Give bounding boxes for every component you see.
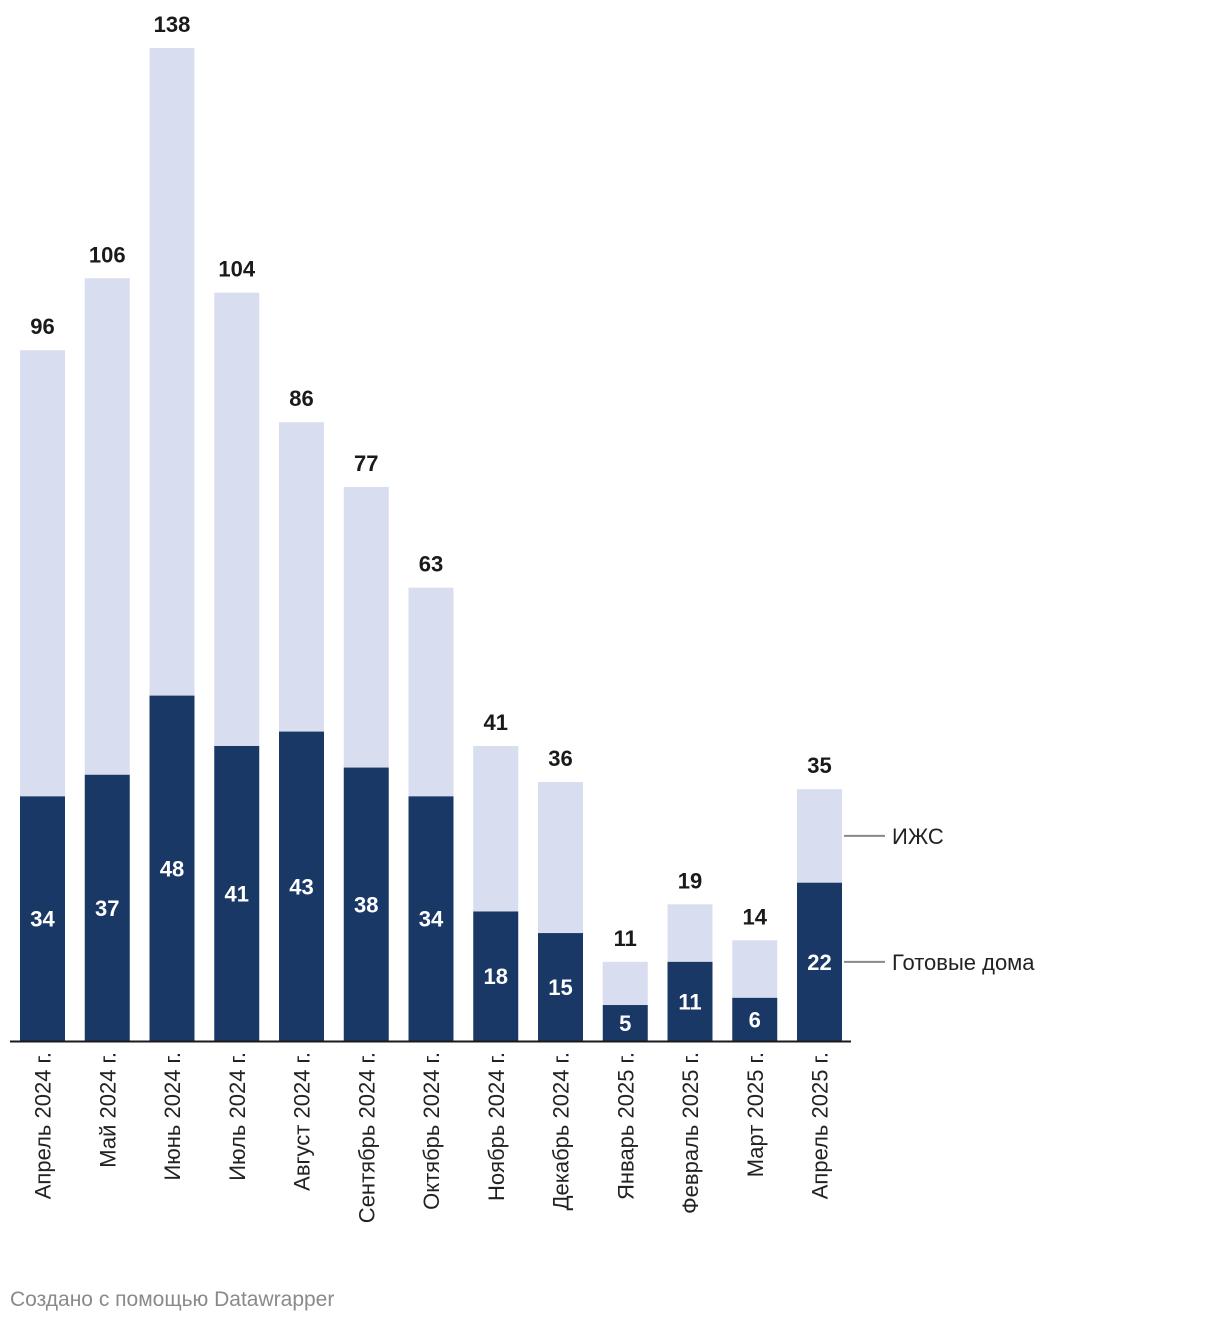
bar-total-label: 63 <box>419 552 443 577</box>
bar-segment-ready-houses <box>214 745 260 1041</box>
bar-value-label: 18 <box>484 964 508 989</box>
x-tick-label: Апрель 2024 г. <box>31 1052 56 1199</box>
bar-segment-izhs <box>732 940 778 998</box>
bar-segment-izhs <box>473 745 519 912</box>
bar-segment-ready-houses <box>343 767 389 1041</box>
bar-total-label: 41 <box>484 710 508 735</box>
bar-total-label: 96 <box>30 314 54 339</box>
bar-segment-ready-houses <box>84 774 130 1041</box>
bar-segment-izhs <box>84 278 130 775</box>
bar-segment-ready-houses <box>149 695 195 1041</box>
bar-value-label: 22 <box>807 950 831 975</box>
x-tick-label: Апрель 2025 г. <box>808 1052 833 1199</box>
credit-text: Создано с помощью Datawrapper <box>10 1288 335 1311</box>
bar-value-label: 11 <box>678 989 701 1014</box>
x-tick-label: Февраль 2025 г. <box>678 1052 703 1214</box>
bar-segment-ready-houses <box>20 796 65 1041</box>
bar-value-label: 38 <box>354 892 378 917</box>
bar-segment-ready-houses <box>538 933 583 1041</box>
bar-total-label: 14 <box>743 904 768 929</box>
x-tick-label: Октябрь 2024 г. <box>419 1052 444 1210</box>
bar-total-label: 104 <box>218 257 255 282</box>
bar-value-label: 34 <box>419 907 444 932</box>
bar-total-label: 35 <box>807 753 831 778</box>
bar-value-label: 5 <box>619 1011 631 1036</box>
x-tick-label: Январь 2025 г. <box>613 1052 638 1200</box>
bar-value-label: 34 <box>30 907 55 932</box>
bar-segment-izhs <box>20 350 65 797</box>
x-tick-label: Ноябрь 2024 г. <box>484 1052 509 1201</box>
x-tick-label: Июнь 2024 г. <box>160 1052 185 1181</box>
x-tick-label: Сентябрь 2024 г. <box>354 1052 379 1223</box>
bar-total-label: 19 <box>678 868 702 893</box>
legend-ready-houses-label: Готовые дома <box>892 950 1035 975</box>
bar-total-label: 36 <box>548 746 572 771</box>
bar-segment-ready-houses <box>602 1005 648 1041</box>
legend-izhs-label: ИЖС <box>892 824 944 849</box>
bar-value-label: 37 <box>95 896 119 921</box>
bar-segment-izhs <box>343 486 389 768</box>
bar-total-label: 77 <box>354 451 378 476</box>
x-tick-label: Март 2025 г. <box>743 1052 768 1177</box>
bar-segment-izhs <box>602 961 648 1006</box>
bar-segment-ready-houses <box>473 911 519 1041</box>
x-tick-label: Декабрь 2024 г. <box>549 1052 574 1210</box>
bar-value-label: 6 <box>749 1007 761 1032</box>
bar-value-label: 15 <box>548 975 572 1000</box>
bar-segment-izhs <box>538 781 583 934</box>
bar-segment-ready-houses <box>732 997 778 1041</box>
bar-segment-izhs <box>149 48 195 696</box>
bar-segment-ready-houses <box>408 796 454 1041</box>
bar-total-label: 86 <box>289 386 313 411</box>
x-tick-label: Август 2024 г. <box>290 1052 315 1191</box>
bar-total-label: 11 <box>614 926 637 951</box>
bar-segment-izhs <box>408 587 454 797</box>
x-tick-label: Июль 2024 г. <box>225 1052 250 1181</box>
bar-segment-izhs <box>797 789 842 883</box>
bar-segment-izhs <box>214 292 260 746</box>
bar-total-label: 106 <box>89 242 126 267</box>
x-tick-label: Май 2024 г. <box>95 1052 120 1168</box>
bar-segment-ready-houses <box>797 882 842 1041</box>
bar-value-label: 43 <box>289 874 313 899</box>
bar-segment-ready-houses <box>667 961 713 1041</box>
bar-value-label: 41 <box>225 881 249 906</box>
bar-segment-izhs <box>667 904 713 962</box>
bar-segment-ready-houses <box>279 731 324 1041</box>
bar-total-label: 138 <box>154 12 191 37</box>
bar-segment-izhs <box>279 422 324 732</box>
bar-value-label: 48 <box>160 856 184 881</box>
